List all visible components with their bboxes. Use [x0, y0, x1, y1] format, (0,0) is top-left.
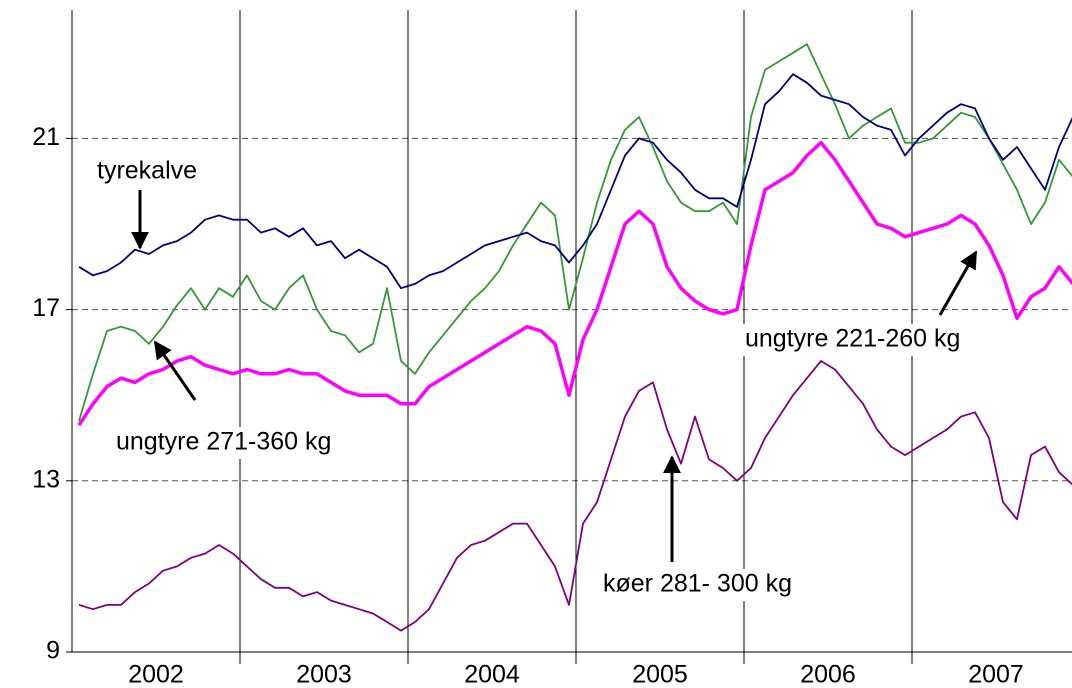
x-tick-label: 2006	[800, 661, 856, 688]
y-tick-label: 21	[32, 123, 60, 151]
label-arrow	[153, 340, 197, 401]
series-line	[77, 140, 1072, 427]
y-tick-label: 13	[32, 465, 60, 493]
series-line	[78, 73, 1072, 290]
x-tick-label: 2003	[296, 661, 352, 688]
label-arrow	[938, 250, 978, 316]
series-label: ungtyre 271-360 kg	[116, 428, 331, 456]
series-label: køer 281- 300 kg	[603, 570, 792, 598]
label-bg	[741, 324, 965, 356]
label-bg	[599, 569, 796, 601]
x-tick-label: 2004	[464, 661, 520, 688]
x-tick-label: 2002	[128, 661, 184, 688]
y-tick-label: 17	[32, 294, 60, 322]
series-line	[78, 43, 1072, 422]
x-tick-label: 2007	[968, 661, 1024, 688]
x-tick-label: 2005	[632, 661, 688, 688]
series-line	[78, 360, 1072, 632]
label-bg	[93, 156, 202, 188]
label-bg	[112, 427, 336, 459]
series-label: ungtyre 221-260 kg	[745, 325, 960, 353]
series-label: tyrekalve	[97, 157, 197, 185]
y-tick-label: 9	[46, 637, 60, 665]
